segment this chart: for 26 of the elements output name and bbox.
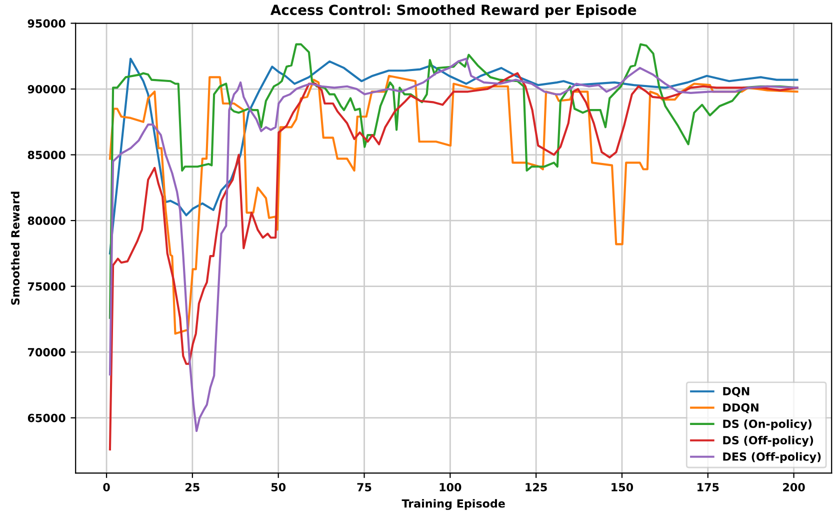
y-tick-label: 70000	[28, 348, 66, 356]
legend-label: DQN	[723, 387, 750, 397]
legend-label: DS (On-policy)	[723, 419, 812, 430]
y-tick-label: 80000	[28, 216, 66, 225]
legend-label: DDQN	[723, 403, 758, 414]
line-series	[108, 74, 798, 335]
x-tick-label: 25	[186, 482, 200, 492]
x-axis-title: Training Episode	[402, 499, 505, 510]
y-tick-label: 95000	[28, 19, 66, 28]
legend-label: DES (Off-policy)	[723, 452, 821, 464]
x-tick-label: 200	[783, 482, 805, 492]
x-tick-label: 0	[103, 482, 110, 492]
y-tick-label: 90000	[28, 85, 66, 94]
chart-title: Access Control: Smoothed Reward per Episode	[270, 4, 636, 18]
x-tick-label: 150	[612, 482, 634, 492]
x-tick-label: 50	[271, 482, 286, 492]
y-tick-label: 85000	[28, 150, 66, 160]
y-axis-title: Smoothed Reward	[10, 192, 20, 305]
line-series	[108, 58, 798, 254]
legend-label: DS (Off-policy)	[723, 436, 814, 447]
x-tick-label: 100	[440, 482, 462, 492]
x-tick-label: 75	[357, 483, 372, 492]
x-tick-label: 125	[526, 482, 547, 492]
y-tick-label: 75000	[28, 282, 66, 291]
y-tick-label: 65000	[28, 414, 66, 422]
x-tick-label: 175	[698, 483, 719, 492]
